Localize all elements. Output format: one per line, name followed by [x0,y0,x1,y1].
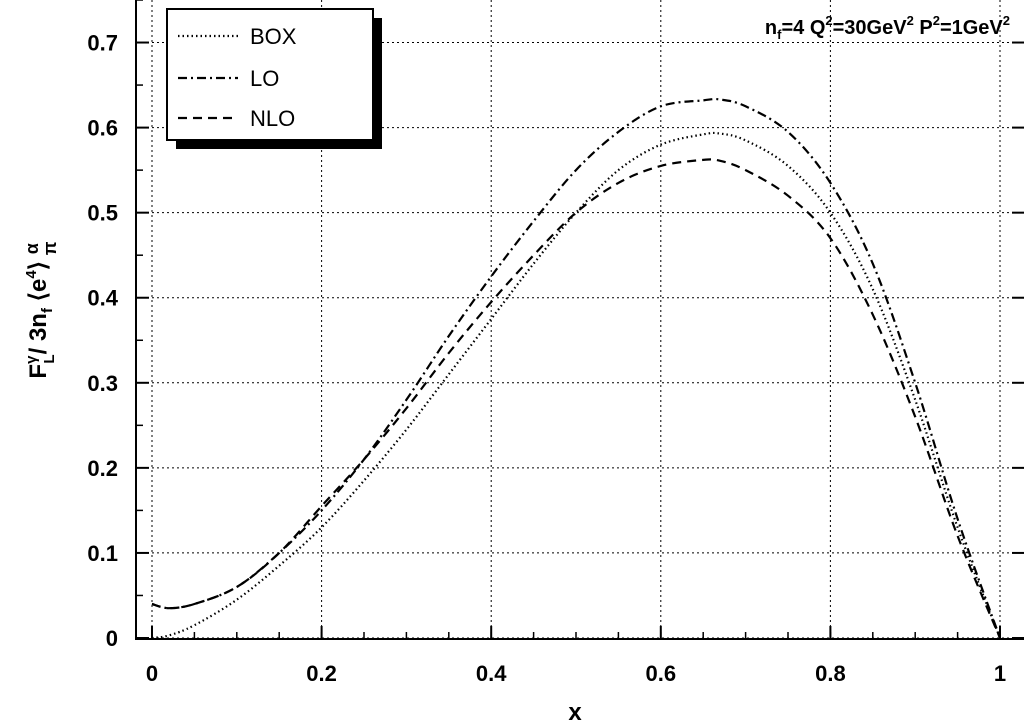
x-tick-label: 0.6 [646,661,677,686]
parameters-annotation: nf=4 Q2=30GeV2 P2=1GeV2 [765,13,1010,42]
x-tick-label: 0.2 [306,661,337,686]
y-tick-label: 0.3 [87,371,118,396]
y-tick-label: 0.7 [87,31,118,56]
plot-frame [135,0,1024,640]
x-tick-label: 0 [146,661,158,686]
ticks: 0 0.2 0.4 0.6 0.8 1 0 0.1 0.2 0.3 0.4 0.5 0.6 0.7 [87,0,1024,686]
x-tick-label: 0.4 [476,661,507,686]
y-tick-label: 0.1 [87,541,118,566]
x-axis-title: x [568,699,582,723]
series-line-nlo [151,158,1002,639]
x-tick-label: 1 [994,661,1006,686]
y-tick-label: 0.2 [87,456,118,481]
y-tick-label: 0.6 [87,116,118,141]
legend-box [166,8,374,141]
x-tick-label: 0.8 [815,661,846,686]
legend-label-nlo: NLO [250,106,295,131]
y-tick-label: 0.5 [87,201,118,226]
y-tick-label: 0.4 [87,286,118,311]
legend-label-box: BOX [250,24,297,49]
series-lines [151,97,1002,640]
y-tick-label: 0 [106,626,118,651]
legend-label-lo: LO [250,66,279,91]
legend: BOX LO NLO [166,8,382,149]
series-line-box [151,131,1002,640]
